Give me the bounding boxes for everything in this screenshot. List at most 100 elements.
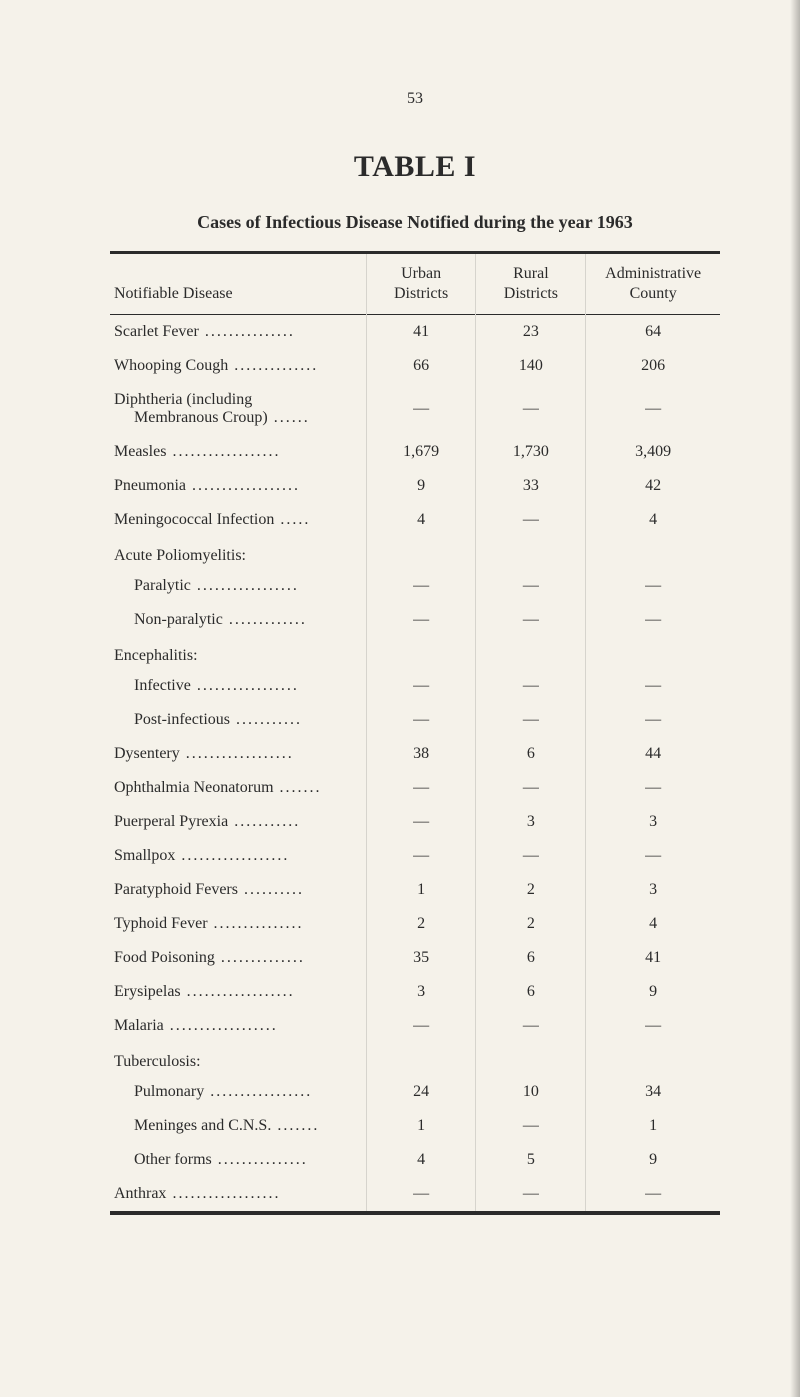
disease-cell: Paralytic ................. (110, 569, 366, 603)
admin-cell: 64 (586, 315, 720, 350)
disease-label-text: Infective (134, 677, 191, 694)
rural-cell: 3 (476, 805, 586, 839)
admin-cell: — (586, 771, 720, 805)
urban-cell: — (366, 383, 476, 435)
rural-cell: — (476, 771, 586, 805)
disease-label-line2: Membranous Croup) (134, 409, 268, 426)
rural-cell: — (476, 703, 586, 737)
rural-cell: 140 (476, 349, 586, 383)
leader-dots: .................. (175, 847, 289, 864)
disease-label: Encephalitis: (114, 647, 198, 665)
admin-cell (586, 1043, 720, 1075)
table-row: Whooping Cough .............. 66140206 (110, 349, 720, 383)
disease-label: Post-infectious ........... (114, 711, 302, 729)
leader-dots: .................. (186, 477, 300, 494)
disease-label: Scarlet Fever ............... (114, 323, 295, 341)
table-row: Puerperal Pyrexia ...........—33 (110, 805, 720, 839)
admin-cell: — (586, 1177, 720, 1213)
disease-label: Infective ................. (114, 677, 299, 695)
rural-cell: 23 (476, 315, 586, 350)
disease-label-text: Smallpox (114, 847, 175, 864)
leader-dots: ........... (228, 813, 300, 830)
urban-cell: — (366, 1009, 476, 1043)
table-row: Diphtheria (includingMembranous Croup) .… (110, 383, 720, 435)
urban-cell: 35 (366, 941, 476, 975)
disease-label-text: Meningococcal Infection (114, 511, 274, 528)
urban-cell: — (366, 703, 476, 737)
table-row: Malaria ..................——— (110, 1009, 720, 1043)
disease-label: Whooping Cough .............. (114, 357, 318, 375)
disease-label-text: Post-infectious (134, 711, 230, 728)
table-row: Infective .................——— (110, 669, 720, 703)
urban-cell: 24 (366, 1075, 476, 1109)
disease-cell: Diphtheria (includingMembranous Croup) .… (110, 383, 366, 435)
disease-cell: Whooping Cough .............. (110, 349, 366, 383)
rural-cell: 6 (476, 941, 586, 975)
admin-cell: 9 (586, 975, 720, 1009)
rural-cell: 2 (476, 873, 586, 907)
disease-label: Meninges and C.N.S. ....... (114, 1117, 319, 1135)
urban-cell (366, 1043, 476, 1075)
disease-label-text: Puerperal Pyrexia (114, 813, 228, 830)
rural-cell (476, 537, 586, 569)
urban-cell (366, 637, 476, 669)
disease-label-line1: Diphtheria (including (114, 391, 252, 408)
disease-label-text: Pulmonary (134, 1083, 204, 1100)
disease-cell: Anthrax .................. (110, 1177, 366, 1213)
disease-label: Meningococcal Infection ..... (114, 511, 310, 529)
leader-dots: ........... (230, 711, 302, 728)
disease-label-text: Measles (114, 443, 166, 460)
leader-dots: ....... (271, 1117, 319, 1134)
rural-cell: 5 (476, 1143, 586, 1177)
admin-cell: — (586, 1009, 720, 1043)
leader-dots: ................. (191, 577, 299, 594)
disease-label: Paralytic ................. (114, 577, 299, 595)
disease-cell: Measles .................. (110, 435, 366, 469)
leader-dots: .............. (228, 357, 318, 374)
rural-cell: 1,730 (476, 435, 586, 469)
admin-cell: 4 (586, 503, 720, 537)
admin-cell: — (586, 839, 720, 873)
admin-cell: 206 (586, 349, 720, 383)
disease-label-text: Paralytic (134, 577, 191, 594)
admin-cell: 1 (586, 1109, 720, 1143)
disease-label-text: Tuberculosis: (114, 1053, 201, 1070)
admin-cell: 3 (586, 805, 720, 839)
urban-cell: — (366, 805, 476, 839)
rural-cell (476, 637, 586, 669)
rural-cell: — (476, 1109, 586, 1143)
disease-cell: Typhoid Fever ............... (110, 907, 366, 941)
urban-cell: — (366, 839, 476, 873)
disease-cell: Erysipelas .................. (110, 975, 366, 1009)
col-header-rural: Rural Districts (476, 253, 586, 315)
disease-cell: Non-paralytic ............. (110, 603, 366, 637)
disease-cell: Scarlet Fever ............... (110, 315, 366, 350)
leader-dots: ..... (274, 511, 310, 528)
rural-cell: — (476, 383, 586, 435)
admin-cell: — (586, 703, 720, 737)
leader-dots: .................. (166, 1185, 280, 1202)
disease-label: Diphtheria (includingMembranous Croup) .… (114, 391, 310, 427)
leader-dots: ................. (204, 1083, 312, 1100)
disease-cell: Smallpox .................. (110, 839, 366, 873)
table-row: Smallpox ..................——— (110, 839, 720, 873)
col-header-admin-l2: County (630, 285, 677, 302)
admin-cell: 4 (586, 907, 720, 941)
urban-cell: 41 (366, 315, 476, 350)
col-header-rural-l2: Districts (504, 285, 558, 302)
table-row: Acute Poliomyelitis: (110, 537, 720, 569)
col-header-urban-l1: Urban (401, 265, 441, 282)
table-row: Erysipelas ..................369 (110, 975, 720, 1009)
table-row: Dysentery ..................38644 (110, 737, 720, 771)
disease-label: Ophthalmia Neonatorum ....... (114, 779, 322, 797)
disease-label: Anthrax .................. (114, 1185, 280, 1203)
disease-cell: Tuberculosis: (110, 1043, 366, 1075)
disease-label-text: Non-paralytic (134, 611, 223, 628)
disease-label-text: Paratyphoid Fevers (114, 881, 238, 898)
disease-label: Smallpox .................. (114, 847, 289, 865)
urban-cell: 66 (366, 349, 476, 383)
disease-label-text: Food Poisoning (114, 949, 215, 966)
disease-label-text: Acute Poliomyelitis: (114, 547, 246, 564)
table-body: Scarlet Fever ...............412364Whoop… (110, 315, 720, 1214)
table-row: Pulmonary .................241034 (110, 1075, 720, 1109)
